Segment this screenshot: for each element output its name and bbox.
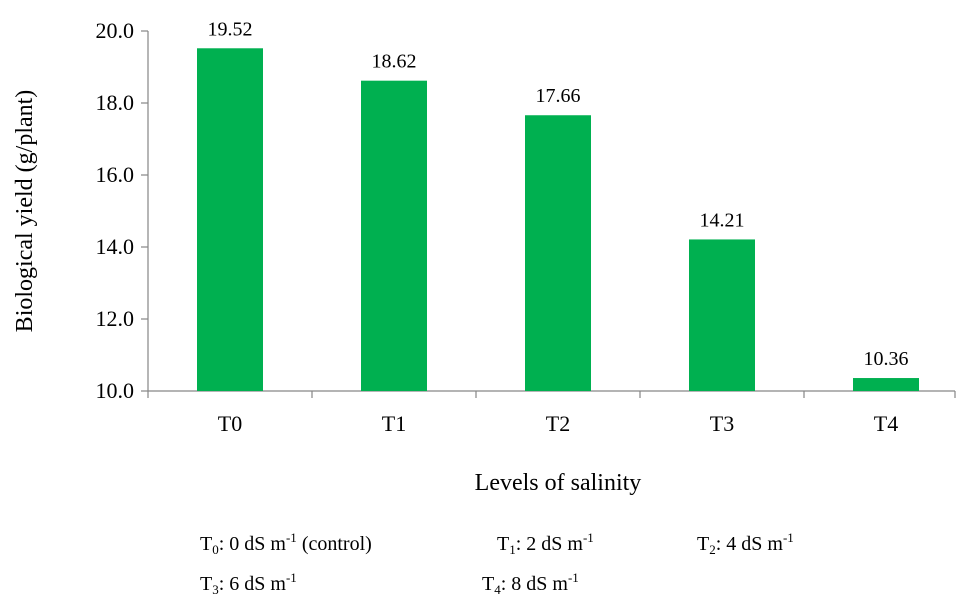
data-label-t1: 18.62: [372, 51, 417, 73]
y-tick-label: 18.0: [96, 90, 135, 115]
data-labels: 19.52 18.62 17.66 14.21 10.36: [208, 18, 909, 370]
y-tick-label: 20.0: [96, 18, 135, 43]
y-axis: 10.0 12.0 14.0 16.0 18.0 20.0: [96, 18, 149, 403]
bar-t1: [361, 80, 427, 392]
y-tick-label: 16.0: [96, 162, 135, 187]
data-label-t0: 19.52: [208, 18, 253, 40]
y-tick-label: 12.0: [96, 306, 135, 331]
x-axis-title: Levels of salinity: [475, 470, 642, 496]
x-tick-label: T3: [710, 411, 734, 436]
y-tick-label: 10.0: [96, 378, 135, 403]
data-label-t2: 17.66: [536, 85, 581, 107]
x-tick-label: T0: [218, 411, 242, 436]
y-axis-title: Biological yield (g/plant): [12, 90, 38, 333]
bar-t4: [853, 378, 919, 391]
bar-t0: [197, 48, 263, 391]
data-label-t3: 14.21: [700, 209, 745, 231]
x-tick-label: T2: [546, 411, 570, 436]
x-axis: T0 T1 T2 T3 T4: [147, 390, 956, 436]
bar-t3: [689, 239, 755, 391]
x-tick-label: T1: [382, 411, 406, 436]
x-tick-label: T4: [874, 411, 898, 436]
data-label-t4: 10.36: [864, 348, 909, 370]
bars: [197, 48, 919, 392]
y-tick-label: 14.0: [96, 234, 135, 259]
bar-t2: [525, 115, 591, 392]
